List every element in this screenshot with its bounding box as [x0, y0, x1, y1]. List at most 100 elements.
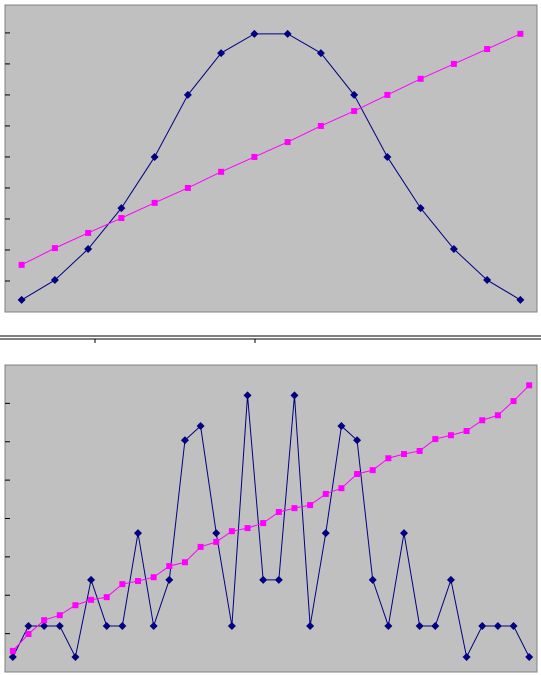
data-point: [415, 621, 424, 630]
data-point: [322, 490, 329, 497]
data-point: [463, 428, 470, 435]
data-point: [243, 391, 252, 400]
data-point: [117, 204, 126, 213]
data-point: [317, 122, 324, 129]
data-point: [251, 153, 258, 160]
data-point: [18, 261, 25, 268]
data-point: [8, 653, 17, 662]
data-point: [354, 470, 361, 477]
series-line: [12, 395, 530, 659]
series-line: [21, 33, 521, 301]
data-point: [450, 60, 457, 67]
data-point: [432, 436, 439, 443]
data-point: [510, 398, 517, 405]
series-line: [12, 384, 530, 652]
data-point: [526, 382, 533, 389]
data-point: [102, 621, 111, 630]
data-point: [283, 29, 292, 38]
data-point: [181, 559, 188, 566]
data-point: [290, 391, 299, 400]
data-point: [25, 631, 32, 638]
data-point: [55, 621, 64, 630]
data-point: [135, 578, 141, 585]
data-point: [118, 621, 127, 630]
data-point: [307, 502, 314, 509]
data-point: [525, 653, 534, 662]
data-point: [40, 621, 49, 630]
data-point: [260, 520, 267, 527]
data-point: [85, 229, 92, 236]
data-point: [72, 602, 79, 609]
data-point: [284, 139, 291, 146]
data-point: [150, 152, 159, 161]
data-point: [274, 575, 283, 584]
data-point: [183, 90, 192, 99]
data-point: [118, 215, 125, 222]
data-point: [368, 575, 377, 584]
data-point: [217, 49, 226, 58]
data-point: [212, 529, 221, 538]
data-point: [259, 575, 268, 584]
data-point: [337, 422, 346, 431]
data-point: [213, 538, 220, 545]
data-point: [119, 581, 126, 588]
data-point: [50, 276, 59, 285]
data-point: [416, 447, 423, 454]
data-point: [218, 168, 225, 175]
data-point: [316, 49, 325, 58]
data-point: [484, 46, 491, 53]
data-point: [151, 199, 158, 206]
data-point: [517, 30, 524, 37]
data-point: [383, 152, 392, 161]
data-point: [385, 455, 392, 462]
data-point: [416, 204, 425, 213]
data-point: [71, 653, 80, 662]
data-point: [447, 432, 454, 439]
data-point: [321, 529, 330, 538]
data-point: [291, 505, 298, 512]
data-point: [228, 528, 235, 535]
data-point: [180, 436, 189, 445]
data-point: [250, 29, 259, 38]
data-point: [150, 574, 157, 581]
data-point: [103, 594, 110, 601]
data-point: [417, 75, 424, 82]
data-point: [351, 108, 358, 115]
data-point: [306, 621, 315, 630]
data-point: [275, 508, 282, 515]
data-point: [478, 621, 487, 630]
data-point: [24, 621, 33, 630]
data-point: [88, 596, 95, 603]
data-point: [479, 417, 486, 424]
data-point: [350, 90, 359, 99]
data-point: [9, 647, 16, 654]
data-point: [56, 612, 63, 619]
data-point: [401, 451, 407, 458]
data-point: [134, 529, 142, 538]
data-point: [338, 485, 345, 492]
data-point: [149, 621, 158, 630]
data-point: [384, 621, 393, 630]
plot-area: [4, 4, 538, 313]
data-point: [184, 184, 191, 191]
data-point: [197, 543, 204, 550]
data-point: [493, 621, 502, 630]
data-point: [449, 245, 458, 254]
data-point: [400, 529, 408, 538]
data-point: [165, 575, 174, 584]
data-point: [509, 621, 518, 630]
data-point: [41, 617, 48, 624]
data-point: [244, 525, 251, 532]
data-point: [87, 575, 96, 584]
plot-area: [4, 364, 538, 673]
data-point: [166, 563, 173, 570]
data-point: [369, 467, 376, 474]
data-point: [431, 621, 440, 630]
data-point: [353, 436, 362, 445]
series-line: [21, 33, 521, 266]
data-point: [227, 621, 236, 630]
data-point: [84, 245, 93, 254]
data-point: [462, 653, 471, 662]
